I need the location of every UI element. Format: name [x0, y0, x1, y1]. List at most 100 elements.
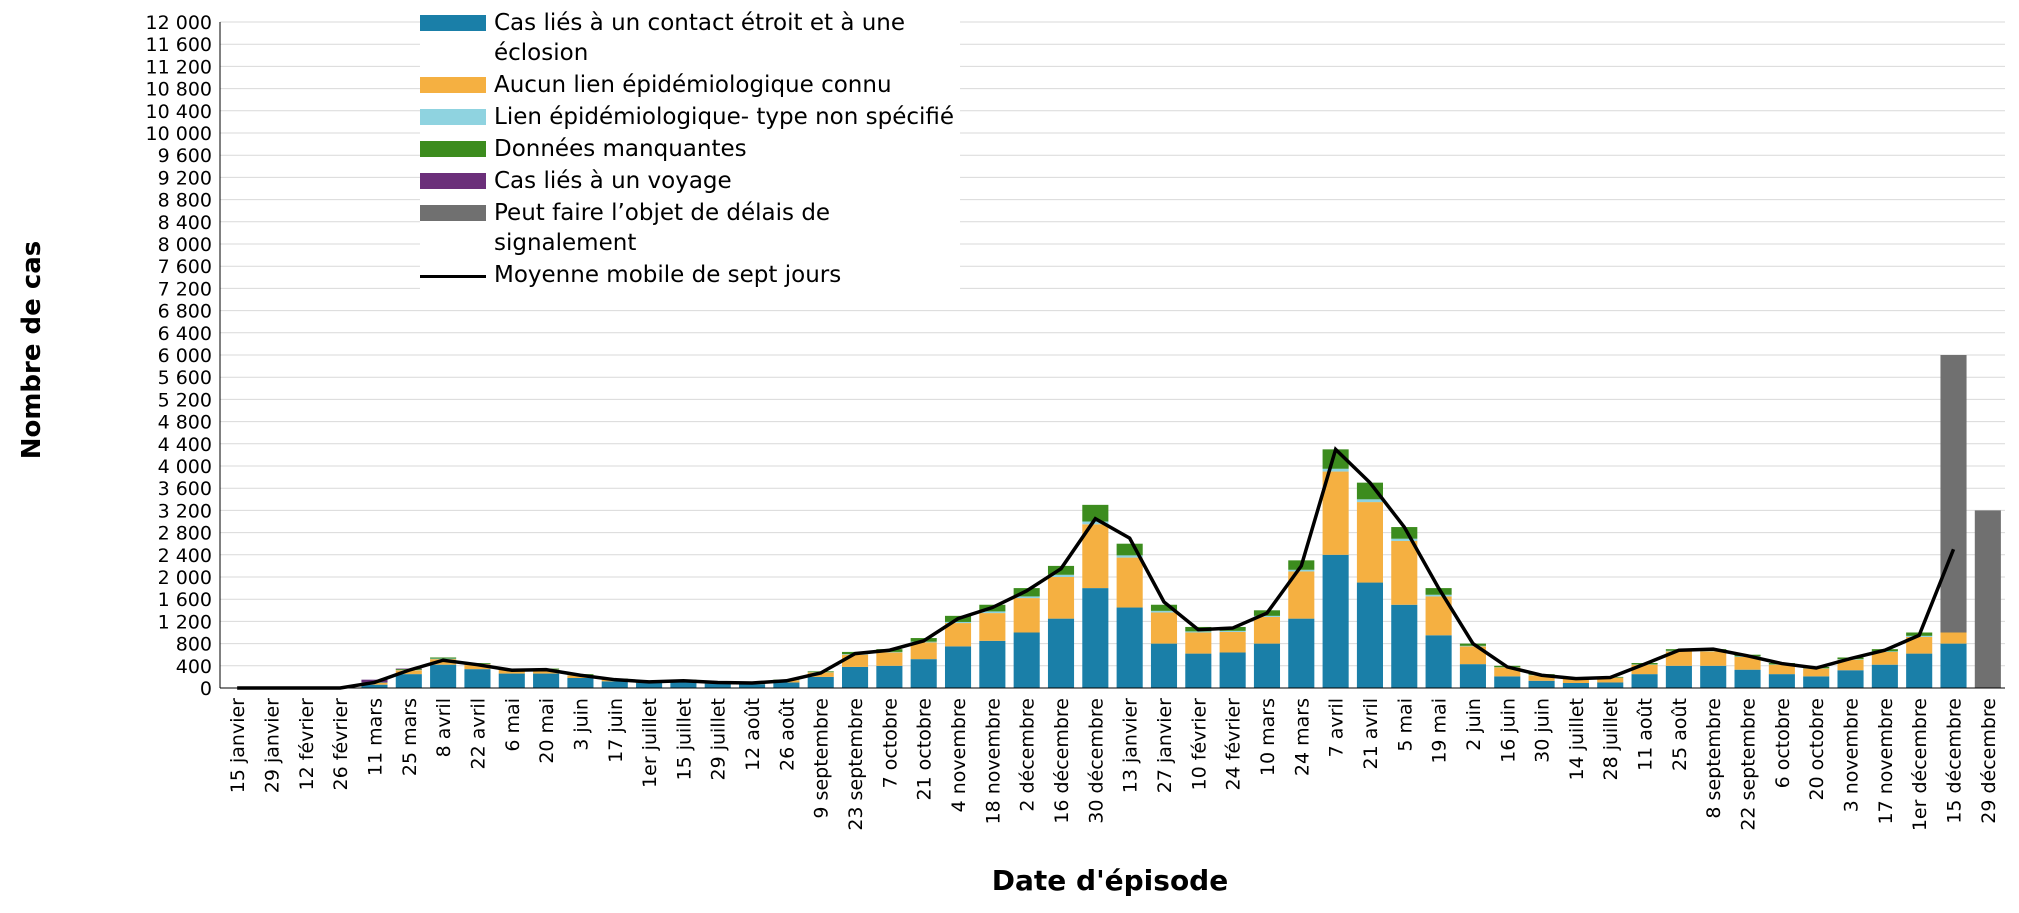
- x-tick-label: 6 octobre: [1772, 698, 1794, 788]
- bar-segment: [396, 674, 422, 688]
- x-tick-label: 30 juin: [1532, 698, 1554, 763]
- bar-segment: [1494, 676, 1520, 688]
- bar-segment: [979, 641, 1005, 688]
- y-tick-label: 8 800: [158, 190, 212, 212]
- bar-segment: [808, 677, 834, 688]
- y-tick-label: 9 200: [158, 167, 212, 189]
- bar-segment: [1323, 555, 1349, 688]
- bar-segment: [876, 652, 902, 665]
- y-tick-label: 1 200: [158, 611, 212, 633]
- y-tick-label: 11 200: [146, 56, 212, 78]
- y-tick-label: 4 400: [158, 434, 212, 456]
- x-tick-label: 11 mars: [364, 698, 386, 776]
- x-tick-label: 10 février: [1188, 698, 1210, 791]
- legend-label: Lien épidémiologique- type non spécifié: [494, 102, 954, 132]
- x-tick-label: 11 août: [1635, 698, 1657, 771]
- x-tick-label: 14 juillet: [1566, 698, 1588, 781]
- x-tick-label: 8 septembre: [1703, 698, 1725, 819]
- y-tick-label: 5 200: [158, 389, 212, 411]
- bar-segment: [1151, 613, 1177, 644]
- x-tick-label: 6 mai: [502, 698, 524, 752]
- bar-segment: [1632, 674, 1658, 688]
- bar-segment: [1323, 469, 1349, 472]
- bar-segment: [567, 678, 593, 688]
- legend-item: Peut faire l’objet de délais de signalem…: [420, 198, 960, 258]
- x-tick-label: 21 avril: [1360, 698, 1382, 769]
- x-tick-label: 21 octobre: [914, 698, 936, 801]
- bar-segment: [1803, 676, 1829, 688]
- bar-segment: [430, 657, 456, 658]
- x-tick-label: 23 septembre: [845, 698, 867, 831]
- legend-swatch: [420, 15, 486, 31]
- y-tick-label: 9 600: [158, 145, 212, 167]
- legend-label: Données manquantes: [494, 134, 747, 164]
- y-tick-label: 400: [176, 656, 212, 678]
- x-tick-label: 3 juin: [570, 698, 592, 751]
- x-tick-label: 5 mai: [1394, 698, 1416, 752]
- x-tick-label: 29 décembre: [1978, 698, 2000, 824]
- y-tick-label: 12 000: [146, 12, 212, 34]
- y-axis-label: Nombre de cas: [17, 241, 47, 460]
- bar-segment: [1940, 355, 1966, 633]
- bar-segment: [1426, 595, 1452, 597]
- bar-segment: [1082, 588, 1108, 688]
- x-tick-label: 10 mars: [1257, 698, 1279, 776]
- x-tick-label: 12 août: [742, 698, 764, 771]
- bar-segment: [1940, 633, 1966, 644]
- x-tick-label: 9 septembre: [811, 698, 833, 819]
- x-tick-label: 17 novembre: [1875, 698, 1897, 824]
- x-tick-label: 26 août: [776, 698, 798, 771]
- x-tick-label: 17 juin: [605, 698, 627, 763]
- x-tick-label: 24 février: [1223, 698, 1245, 791]
- y-tick-label: 4 000: [158, 456, 212, 478]
- x-tick-label: 16 juin: [1497, 698, 1519, 763]
- bar-segment: [1185, 654, 1211, 688]
- bar-segment: [464, 669, 490, 688]
- y-tick-label: 10 800: [146, 79, 212, 101]
- x-tick-label: 22 avril: [467, 698, 489, 769]
- legend-label: Aucun lien épidémiologique connu: [494, 70, 892, 100]
- y-tick-label: 11 600: [146, 34, 212, 56]
- x-tick-label: 13 janvier: [1120, 698, 1142, 793]
- bar-segment: [1288, 619, 1314, 688]
- legend-label: Cas liés à un voyage: [494, 166, 732, 196]
- bar-segment: [1117, 558, 1143, 608]
- x-tick-label: 30 décembre: [1085, 698, 1107, 824]
- x-tick-label: 27 janvier: [1154, 698, 1176, 793]
- bar-segment: [636, 683, 662, 688]
- y-tick-label: 6 000: [158, 345, 212, 367]
- bar-segment: [1391, 605, 1417, 688]
- bar-segment: [1700, 666, 1726, 688]
- x-tick-label: 22 septembre: [1738, 698, 1760, 831]
- bar-segment: [842, 655, 868, 667]
- bar-segment: [1117, 608, 1143, 688]
- bar-segment: [602, 681, 628, 688]
- y-tick-label: 8 000: [158, 234, 212, 256]
- y-tick-label: 3 200: [158, 500, 212, 522]
- x-tick-label: 28 juillet: [1600, 698, 1622, 781]
- x-tick-label: 24 mars: [1291, 698, 1313, 776]
- bar-segment: [1014, 633, 1040, 689]
- x-tick-label: 26 février: [330, 698, 352, 791]
- x-tick-label: 1er juillet: [639, 698, 661, 788]
- bar-segment: [773, 682, 799, 688]
- x-tick-label: 20 mai: [536, 698, 558, 764]
- x-tick-label: 29 juillet: [708, 698, 730, 781]
- bar-segment: [1529, 681, 1555, 688]
- x-tick-label: 19 mai: [1429, 698, 1451, 764]
- legend: Cas liés à un contact étroit et à une éc…: [420, 8, 960, 292]
- bar-segment: [1975, 510, 2001, 688]
- x-tick-label: 3 novembre: [1841, 698, 1863, 812]
- bar-segment: [1220, 652, 1246, 688]
- bar-segment: [1426, 635, 1452, 688]
- y-tick-label: 8 400: [158, 212, 212, 234]
- bar-segment: [533, 674, 559, 688]
- bar-segment: [1460, 646, 1486, 647]
- bar-segment: [911, 659, 937, 688]
- y-tick-label: 6 800: [158, 301, 212, 323]
- bar-segment: [1220, 632, 1246, 653]
- bar-segment: [1151, 644, 1177, 688]
- bar-segment: [1288, 570, 1314, 572]
- legend-swatch: [420, 109, 486, 125]
